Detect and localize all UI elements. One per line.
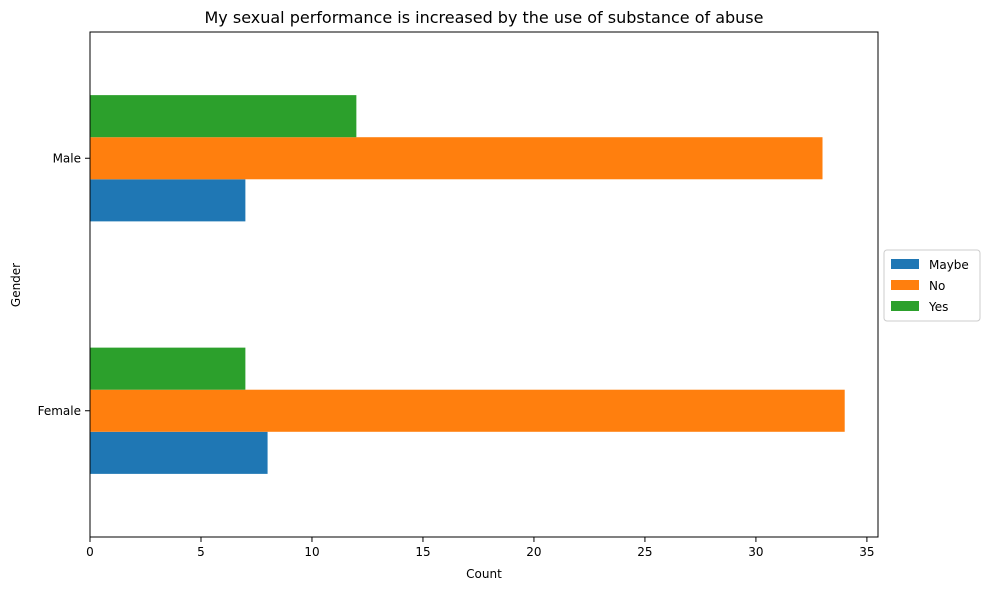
bar-maybe-male — [90, 179, 246, 222]
legend-label-maybe: Maybe — [929, 258, 969, 272]
legend: Maybe No Yes — [883, 249, 981, 322]
x-axis-label: Count — [466, 567, 502, 581]
x-tick-label: 20 — [526, 545, 541, 559]
x-tick-label: 0 — [86, 545, 94, 559]
bar-yes-female — [90, 347, 246, 390]
y-axis: Female Male — [38, 151, 90, 418]
bars-group — [90, 95, 845, 474]
y-tick-label: Female — [38, 404, 81, 418]
legend-swatch-no — [891, 280, 919, 290]
x-tick-label: 25 — [637, 545, 652, 559]
bar-no-female — [90, 389, 845, 432]
plot-frame — [89, 31, 879, 538]
x-tick-label: 15 — [415, 545, 430, 559]
bar-yes-male — [90, 95, 357, 138]
legend-label-yes: Yes — [928, 300, 948, 314]
x-tick-label: 10 — [304, 545, 319, 559]
x-tick-label: 35 — [859, 545, 874, 559]
legend-swatch-maybe — [891, 259, 919, 269]
x-axis: 0 5 10 15 20 25 30 35 — [86, 537, 875, 559]
legend-swatch-yes — [891, 301, 919, 311]
bar-maybe-female — [90, 431, 268, 474]
y-tick-label: Male — [53, 151, 81, 165]
legend-label-no: No — [929, 279, 945, 293]
bar-no-male — [90, 137, 823, 180]
x-tick-label: 30 — [748, 545, 763, 559]
y-axis-label: Gender — [9, 263, 23, 307]
chart-title: My sexual performance is increased by th… — [205, 8, 764, 27]
x-tick-label: 5 — [197, 545, 205, 559]
